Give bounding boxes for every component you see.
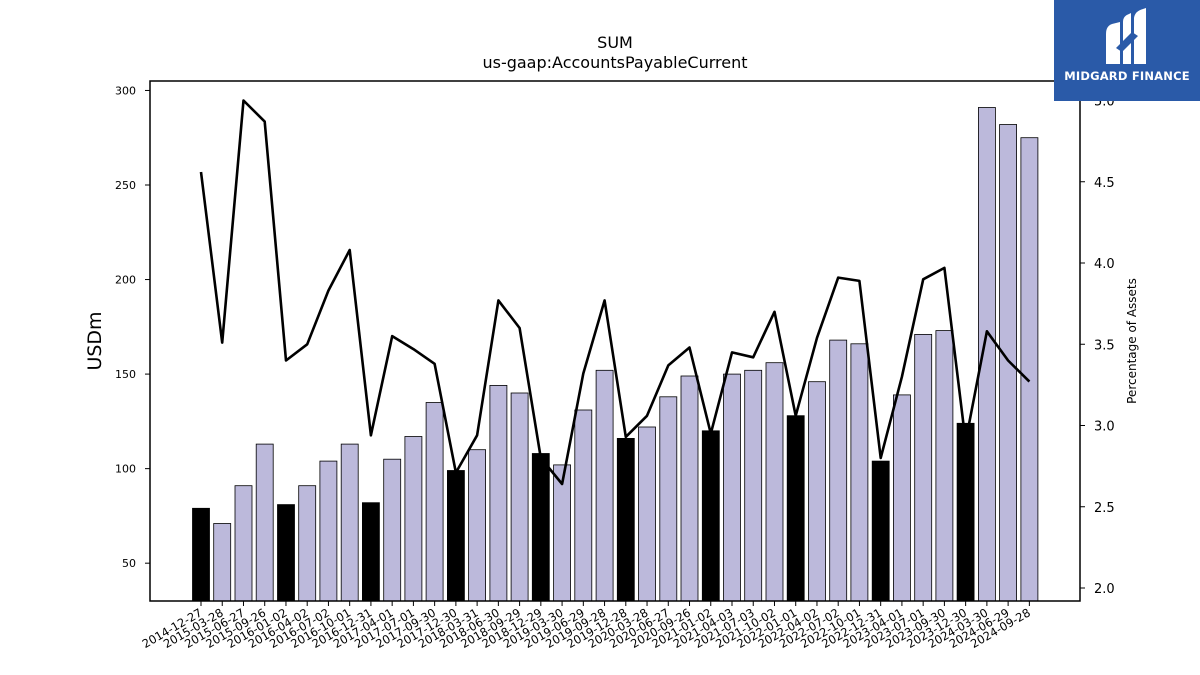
bar xyxy=(871,460,890,602)
y2-tick-label: 4.0 xyxy=(1094,257,1115,272)
y-axis-label: USDm xyxy=(84,311,106,370)
logo: MIDGARD FINANCE xyxy=(1054,0,1200,101)
bar xyxy=(999,124,1017,602)
bar xyxy=(361,502,380,602)
bar xyxy=(616,437,635,602)
bar xyxy=(340,443,359,602)
right-axis: 2.02.53.03.54.04.55.0 xyxy=(1080,95,1115,597)
chart-subtitle: us-gaap:AccountsPayableCurrent xyxy=(482,53,747,72)
bar xyxy=(574,409,593,602)
bar xyxy=(213,523,232,602)
midgard-logo-icon xyxy=(1106,8,1146,64)
y-tick-label: 250 xyxy=(115,179,136,192)
bar xyxy=(553,464,571,602)
bar xyxy=(935,330,954,602)
bar xyxy=(680,375,699,602)
bar xyxy=(829,339,848,602)
bar xyxy=(956,422,975,602)
bar xyxy=(978,107,996,602)
plot-frame xyxy=(149,80,1081,602)
bar xyxy=(255,443,274,602)
y2-axis-label: Percentage of Assets xyxy=(1125,278,1139,404)
bar xyxy=(319,460,338,602)
bars-group xyxy=(192,107,1039,602)
bar xyxy=(659,396,678,602)
bar xyxy=(425,402,444,602)
bar xyxy=(298,485,317,602)
y2-tick-label: 3.0 xyxy=(1094,420,1115,435)
bar xyxy=(404,436,423,602)
bar xyxy=(446,470,465,602)
y2-tick-label: 3.5 xyxy=(1094,338,1115,353)
y-tick-label: 200 xyxy=(115,274,136,287)
x-axis: 2014-12-272015-03-282015-06-272015-09-26… xyxy=(140,601,1033,651)
y2-tick-label: 2.0 xyxy=(1094,582,1115,597)
bar xyxy=(808,381,826,602)
bar xyxy=(277,504,295,602)
y-tick-label: 100 xyxy=(115,463,136,476)
bar xyxy=(850,343,869,602)
bar xyxy=(234,485,253,602)
chart-title: SUM xyxy=(597,33,633,52)
logo-text: MIDGARD FINANCE xyxy=(1064,69,1190,83)
bar xyxy=(531,453,550,602)
left-axis: 50 100 150 200 250 300 xyxy=(115,84,150,570)
bar xyxy=(723,373,741,602)
bar xyxy=(638,426,656,602)
y2-tick-label: 2.5 xyxy=(1094,501,1115,516)
bar xyxy=(510,392,529,602)
series-line xyxy=(199,99,1031,486)
line-group xyxy=(199,99,1031,486)
bar xyxy=(701,430,720,602)
bar xyxy=(893,394,911,602)
bar xyxy=(765,362,784,602)
bar xyxy=(914,333,933,602)
y-tick-label: 150 xyxy=(115,368,136,381)
bar xyxy=(1020,137,1039,602)
y2-tick-label: 4.5 xyxy=(1094,176,1115,191)
bar xyxy=(468,449,487,602)
bar xyxy=(489,384,508,602)
y-tick-label: 300 xyxy=(115,84,136,97)
bar xyxy=(595,369,614,602)
bar xyxy=(744,369,763,602)
bar xyxy=(786,415,805,602)
bar xyxy=(383,458,402,602)
y-tick-label: 50 xyxy=(122,557,136,570)
bar xyxy=(192,507,210,602)
